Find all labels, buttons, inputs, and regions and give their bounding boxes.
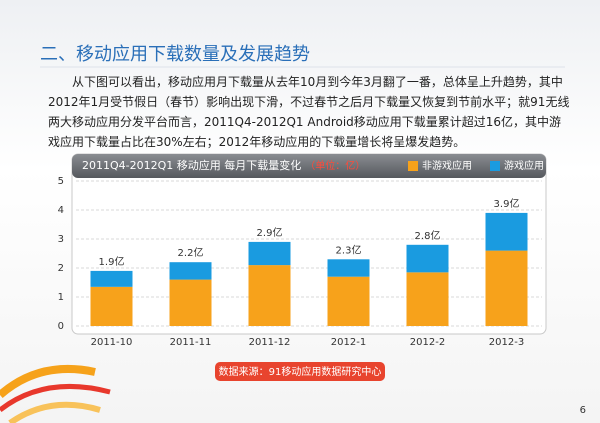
chart-title: 2011Q4-2012Q1 移动应用 每月下载量变化 (82, 158, 301, 172)
total-label: 2.8亿 (415, 229, 441, 242)
legend-swatch (408, 161, 418, 171)
legend-label: 游戏应用 (504, 159, 544, 172)
total-label: 3.9亿 (494, 197, 520, 210)
bar-segment (485, 212, 528, 251)
paragraph: 从下图可以看出，移动应用月下载量从去年10月到今年3月翻了一番，总体呈上升趋势，… (48, 75, 570, 149)
bar-segment (406, 244, 449, 273)
bar-segment (327, 259, 370, 277)
bar-segment (485, 250, 528, 326)
source-box (215, 362, 385, 381)
bar-segment (169, 262, 212, 280)
total-label: 2.3亿 (336, 243, 362, 256)
y-tick-label: 3 (58, 234, 64, 245)
y-tick-label: 1 (58, 292, 64, 303)
y-tick-label: 2 (58, 263, 64, 274)
x-tick-label: 2012-1 (331, 337, 366, 348)
x-tick-label: 2011-12 (249, 337, 291, 348)
bar-segment (169, 279, 212, 326)
y-tick-label: 0 (58, 321, 64, 332)
unit-label: （单位：亿） (305, 159, 365, 172)
decoration (0, 384, 111, 412)
total-label: 2.2亿 (178, 246, 204, 259)
bar-segment (248, 265, 291, 326)
bar-segment (406, 272, 449, 326)
y-tick-label: 4 (58, 205, 64, 216)
y-tick-label: 5 (58, 176, 64, 187)
x-tick-label: 2011-11 (170, 337, 212, 348)
bar-segment (90, 270, 133, 287)
source: 数据来源：91移动应用数据研究中心 (219, 365, 382, 378)
heading: 二、移动应用下载数量及发展趋势 (40, 44, 310, 65)
chart-header (72, 154, 546, 178)
legend-label: 非游戏应用 (422, 159, 472, 172)
page-number: 6 (580, 405, 586, 416)
total-label: 2.9亿 (257, 226, 283, 239)
x-tick-label: 2012-3 (489, 337, 524, 348)
decoration (0, 364, 96, 399)
x-tick-label: 2012-2 (410, 337, 445, 348)
decoration (8, 401, 101, 423)
total-label: 1.9亿 (99, 255, 125, 268)
x-tick-label: 2011-10 (91, 337, 133, 348)
bar-segment (90, 286, 133, 326)
bar-segment (248, 241, 291, 266)
legend-swatch (490, 161, 500, 171)
bar-segment (327, 276, 370, 326)
